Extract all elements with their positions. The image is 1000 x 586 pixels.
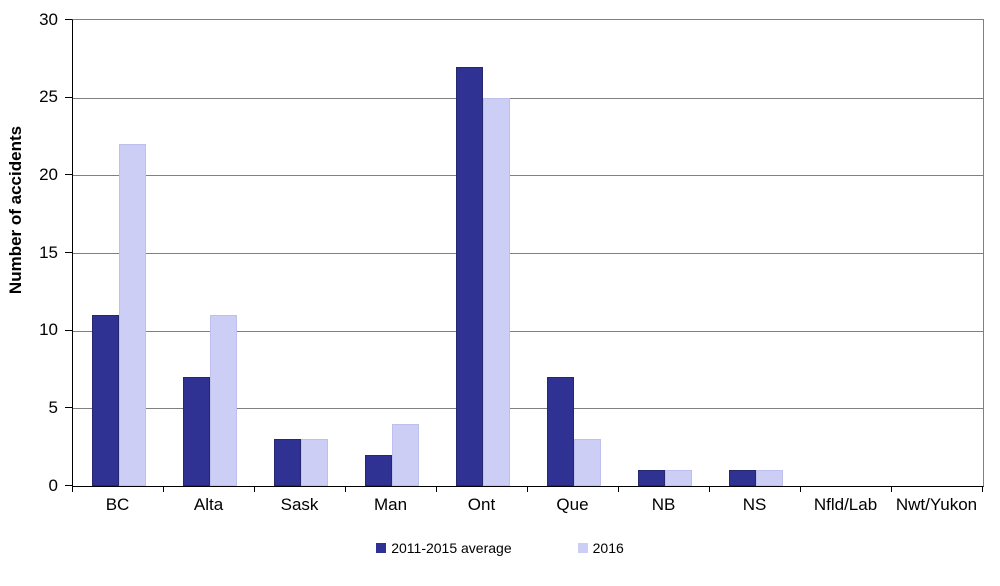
x-category-label: NS <box>742 495 767 514</box>
x-tick-mark <box>527 486 528 492</box>
legend-item: 2016 <box>577 540 624 556</box>
bar-2016 <box>756 470 783 486</box>
x-tick-mark <box>254 486 255 492</box>
gridline <box>73 331 983 332</box>
bar-2016 <box>210 315 237 486</box>
gridline <box>73 98 983 99</box>
bar-2011-2015-average <box>547 377 574 486</box>
y-tick-mark <box>65 19 72 20</box>
bar-2011-2015-average <box>92 315 119 486</box>
y-tick-label: 5 <box>48 398 58 417</box>
x-tick-mark <box>709 486 710 492</box>
plot-area <box>72 19 984 487</box>
y-tick-label: 15 <box>39 243 58 262</box>
x-tick-mark <box>618 486 619 492</box>
x-category-label: NB <box>651 495 676 514</box>
x-category-label: Man <box>373 495 408 514</box>
x-tick-mark <box>982 486 983 492</box>
y-tick-mark <box>65 407 72 408</box>
gridline <box>73 253 983 254</box>
y-tick-mark <box>65 97 72 98</box>
x-category-label: Sask <box>280 495 319 514</box>
y-tick-label: 0 <box>48 476 58 495</box>
bar-2016 <box>392 424 419 486</box>
y-axis-title: Number of accidents <box>6 125 25 295</box>
legend-item: 2011-2015 average <box>376 540 512 556</box>
x-tick-mark <box>72 486 73 492</box>
bar-2011-2015-average <box>456 67 483 486</box>
legend-label-series1: 2011-2015 average <box>391 540 512 556</box>
x-tick-mark <box>345 486 346 492</box>
bar-2011-2015-average <box>638 470 665 486</box>
y-tick-mark <box>65 174 72 175</box>
x-category-label: Ont <box>467 495 496 514</box>
legend-swatch-series2 <box>577 543 588 553</box>
legend: 2011-2015 average 2016 <box>0 539 1000 557</box>
bar-2016 <box>301 439 328 486</box>
bar-2016 <box>483 98 510 486</box>
bar-2011-2015-average <box>183 377 210 486</box>
x-tick-mark <box>800 486 801 492</box>
bar-2016 <box>119 144 146 486</box>
x-tick-mark <box>891 486 892 492</box>
y-tick-label: 10 <box>39 320 58 339</box>
x-category-label: Que <box>556 495 589 514</box>
bar-2011-2015-average <box>274 439 301 486</box>
bar-2011-2015-average <box>729 470 756 486</box>
bar-2016 <box>574 439 601 486</box>
x-category-label: Nfld/Lab <box>813 495 878 514</box>
x-tick-mark <box>163 486 164 492</box>
y-tick-label: 20 <box>39 165 58 184</box>
y-tick-label: 25 <box>39 87 58 106</box>
y-tick-mark <box>65 485 72 486</box>
x-category-label: Alta <box>193 495 224 514</box>
gridline <box>73 175 983 176</box>
legend-swatch-series1 <box>376 543 387 553</box>
y-tick-mark <box>65 252 72 253</box>
bar-2016 <box>665 470 692 486</box>
y-tick-mark <box>65 330 72 331</box>
bar-2011-2015-average <box>365 455 392 486</box>
x-tick-mark <box>436 486 437 492</box>
x-category-label: BC <box>105 495 130 514</box>
x-category-label: Nwt/Yukon <box>895 495 978 514</box>
legend-label-series2: 2016 <box>592 540 624 556</box>
y-tick-label: 30 <box>39 10 58 29</box>
gridline <box>73 408 983 409</box>
